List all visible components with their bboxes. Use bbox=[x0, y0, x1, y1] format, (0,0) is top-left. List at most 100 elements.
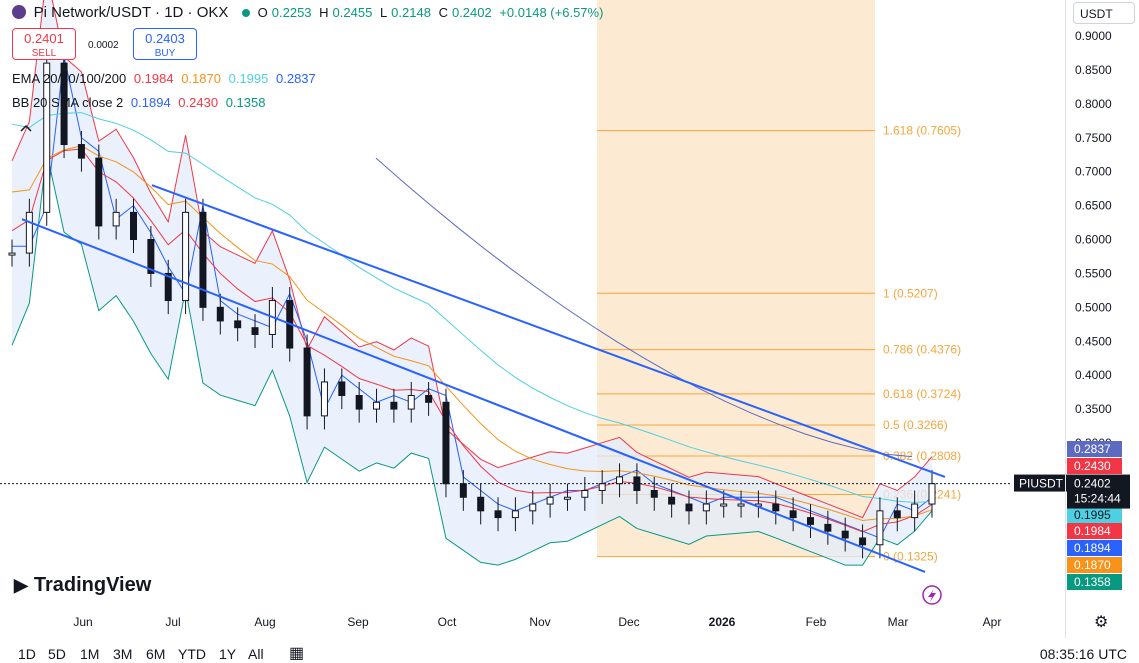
high-value: 0.2455 bbox=[332, 5, 373, 20]
pi-network-icon bbox=[12, 5, 26, 19]
bb-upper-value: 0.2430 bbox=[178, 95, 219, 110]
bb-label: BB 20 SMA close 2 bbox=[12, 95, 124, 110]
candle-body-45 bbox=[789, 510, 797, 519]
range-1m[interactable]: 1M bbox=[80, 646, 100, 662]
calendar-icon[interactable]: ▦ bbox=[289, 645, 305, 662]
ema200-tag-text: 0.2837 bbox=[1074, 442, 1111, 456]
buy-button[interactable]: 0.2403 BUY bbox=[133, 28, 197, 60]
buy-label: BUY bbox=[154, 48, 176, 59]
x-tick-2: Aug bbox=[254, 615, 275, 629]
range-toolbar: 1D 5D 1M 3M 6M YTD 1Y All ▦ 08:35:16 UTC bbox=[0, 638, 1139, 663]
fib-label-1: 1 (0.5207) bbox=[883, 286, 938, 300]
close-label: C bbox=[438, 5, 448, 20]
x-tick-8: Feb bbox=[806, 615, 827, 629]
logo-text: TradingView bbox=[33, 574, 152, 596]
ema50-line bbox=[11, 145, 933, 522]
range-5d[interactable]: 5D bbox=[48, 646, 66, 662]
bb-legend[interactable]: BB 20 SMA close 2 0.1894 0.2430 0.1358 bbox=[12, 95, 269, 110]
trendline-lower[interactable] bbox=[21, 218, 926, 573]
lightning-icon[interactable] bbox=[922, 585, 942, 605]
ema20-tag-text: 0.1984 bbox=[1074, 524, 1111, 538]
tv-mark-icon: ▶ bbox=[14, 575, 28, 595]
x-tick-5: Nov bbox=[529, 615, 550, 629]
candle-body-31 bbox=[546, 496, 554, 505]
sell-button[interactable]: 0.2401 SELL bbox=[12, 28, 76, 60]
x-tick-10: Apr bbox=[983, 615, 1002, 629]
price-tag bbox=[1067, 474, 1130, 509]
candle-body-18 bbox=[320, 381, 328, 417]
candle-body-13 bbox=[234, 320, 242, 329]
candle-body-35 bbox=[616, 476, 624, 485]
y-tick-5: 0.6500 bbox=[1075, 199, 1112, 213]
ema20-value: 0.1984 bbox=[133, 71, 174, 86]
open-value: 0.2253 bbox=[271, 5, 312, 20]
candle-body-21 bbox=[373, 401, 381, 410]
tradingview-logo: ▶ TradingView bbox=[14, 574, 151, 597]
ema-label: EMA 20/50/100/200 bbox=[12, 71, 127, 86]
close-value: 0.2402 bbox=[451, 5, 492, 20]
symbol-tag-text: PIUSDT bbox=[1019, 477, 1064, 491]
candle-body-41 bbox=[720, 503, 728, 507]
x-tick-7: 2026 bbox=[709, 615, 736, 629]
ema100-tag bbox=[1067, 507, 1122, 523]
trendline-upper[interactable] bbox=[151, 184, 946, 478]
candle-body-48 bbox=[841, 530, 849, 539]
x-tick-9: Mar bbox=[888, 615, 909, 629]
candle-body-12 bbox=[216, 306, 224, 322]
candle-body-4 bbox=[77, 144, 85, 159]
ema20-tag bbox=[1067, 523, 1122, 539]
low-value: 0.2148 bbox=[391, 5, 431, 20]
clock[interactable]: 08:35:16 UTC bbox=[1039, 646, 1127, 662]
ema100-tag-text: 0.1995 bbox=[1074, 508, 1111, 522]
candle-body-8 bbox=[147, 239, 155, 274]
fib-label-2: 0.786 (0.4376) bbox=[883, 343, 961, 357]
bb-lower-tag bbox=[1067, 574, 1122, 590]
candle-body-26 bbox=[459, 483, 467, 498]
open-label: O bbox=[257, 5, 268, 20]
ema200-line bbox=[375, 157, 913, 458]
range-6m[interactable]: 6M bbox=[146, 646, 166, 662]
bb-basis-tag bbox=[1067, 540, 1122, 556]
bb-upper-tag bbox=[1067, 458, 1122, 474]
y-tick-6: 0.6000 bbox=[1075, 233, 1112, 247]
ema200-tag bbox=[1067, 441, 1122, 457]
candle-body-24 bbox=[425, 395, 433, 403]
bb-lower-tag-text: 0.1358 bbox=[1074, 575, 1111, 589]
gear-icon[interactable]: ⚙ bbox=[1094, 614, 1109, 631]
y-tick-2: 0.8000 bbox=[1075, 97, 1112, 111]
bb-upper-line bbox=[11, 0, 933, 519]
candle-body-44 bbox=[772, 503, 780, 512]
candle-body-0 bbox=[8, 252, 16, 256]
lightning-bolt bbox=[928, 589, 936, 602]
fib-label-3: 0.618 (0.3724) bbox=[883, 387, 961, 401]
range-3m[interactable]: 3M bbox=[113, 646, 133, 662]
candle-body-46 bbox=[806, 517, 814, 525]
candle-body-7 bbox=[130, 211, 138, 241]
ema50-value: 0.1870 bbox=[181, 71, 221, 86]
x-tick-6: Dec bbox=[618, 615, 639, 629]
range-1d[interactable]: 1D bbox=[18, 646, 36, 662]
fib-label-0: 1.618 (0.7605) bbox=[883, 124, 961, 138]
buy-price: 0.2403 bbox=[145, 31, 185, 46]
countdown-text: 15:24:44 bbox=[1074, 492, 1121, 506]
price-axis-separator bbox=[1065, 0, 1066, 638]
ema-legend[interactable]: EMA 20/50/100/200 0.1984 0.1870 0.1995 0… bbox=[12, 71, 320, 86]
currency-select[interactable]: USDT bbox=[1073, 2, 1135, 24]
high-label: H bbox=[319, 5, 329, 20]
symbol-title[interactable]: Pi Network/USDT · 1D · OKX bbox=[33, 4, 229, 21]
candle-body-14 bbox=[251, 327, 259, 335]
range-all[interactable]: All bbox=[248, 646, 264, 662]
range-ytd[interactable]: YTD bbox=[178, 646, 206, 662]
chevron-up-icon[interactable] bbox=[20, 124, 32, 132]
candle-body-52 bbox=[911, 503, 919, 519]
fib-label-4: 0.5 (0.3266) bbox=[883, 418, 948, 432]
candle-body-19 bbox=[338, 381, 346, 397]
y-tick-9: 0.4500 bbox=[1075, 334, 1112, 348]
range-1y[interactable]: 1Y bbox=[219, 646, 237, 662]
candle-body-40 bbox=[702, 503, 710, 512]
y-tick-1: 0.8500 bbox=[1075, 63, 1112, 77]
candle-body-30 bbox=[529, 503, 537, 512]
x-tick-3: Sep bbox=[347, 615, 369, 629]
candle-body-32 bbox=[563, 496, 571, 500]
